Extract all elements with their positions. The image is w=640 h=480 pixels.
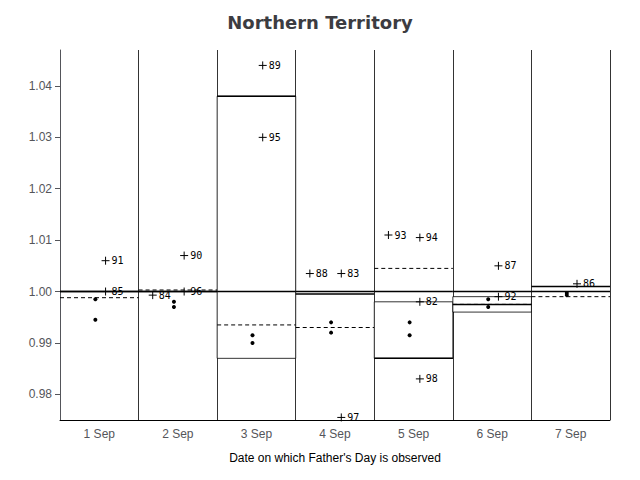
svg-text:1.01: 1.01 [29, 233, 53, 247]
svg-text:1.00: 1.00 [29, 285, 53, 299]
svg-text:6 Sep: 6 Sep [476, 427, 508, 441]
svg-text:94: 94 [426, 232, 438, 243]
svg-text:95: 95 [269, 132, 281, 143]
svg-text:82: 82 [426, 296, 438, 307]
svg-text:96: 96 [190, 286, 202, 297]
svg-text:1.02: 1.02 [29, 182, 53, 196]
svg-text:5 Sep: 5 Sep [398, 427, 430, 441]
svg-text:90: 90 [190, 250, 202, 261]
svg-text:93: 93 [394, 230, 406, 241]
svg-text:Date on which Father's Day is: Date on which Father's Day is observed [229, 451, 441, 465]
svg-text:4 Sep: 4 Sep [319, 427, 351, 441]
svg-text:89: 89 [269, 60, 281, 71]
svg-text:0.99: 0.99 [29, 336, 53, 350]
svg-text:1 Sep: 1 Sep [84, 427, 116, 441]
svg-text:85: 85 [112, 286, 124, 297]
svg-text:83: 83 [347, 268, 359, 279]
svg-text:92: 92 [504, 291, 516, 302]
svg-text:97: 97 [347, 412, 359, 423]
svg-text:91: 91 [112, 255, 124, 266]
svg-text:88: 88 [316, 268, 328, 279]
svg-text:3 Sep: 3 Sep [241, 427, 273, 441]
svg-text:1.04: 1.04 [29, 79, 53, 93]
svg-text:87: 87 [504, 260, 516, 271]
svg-text:Northern Territory: Northern Territory [227, 12, 413, 33]
svg-text:1.03: 1.03 [29, 130, 53, 144]
svg-text:98: 98 [426, 373, 438, 384]
svg-text:7 Sep: 7 Sep [555, 427, 587, 441]
svg-text:84: 84 [159, 290, 171, 301]
svg-text:0.98: 0.98 [29, 387, 53, 401]
svg-text:2 Sep: 2 Sep [162, 427, 194, 441]
svg-text:86: 86 [583, 278, 595, 289]
